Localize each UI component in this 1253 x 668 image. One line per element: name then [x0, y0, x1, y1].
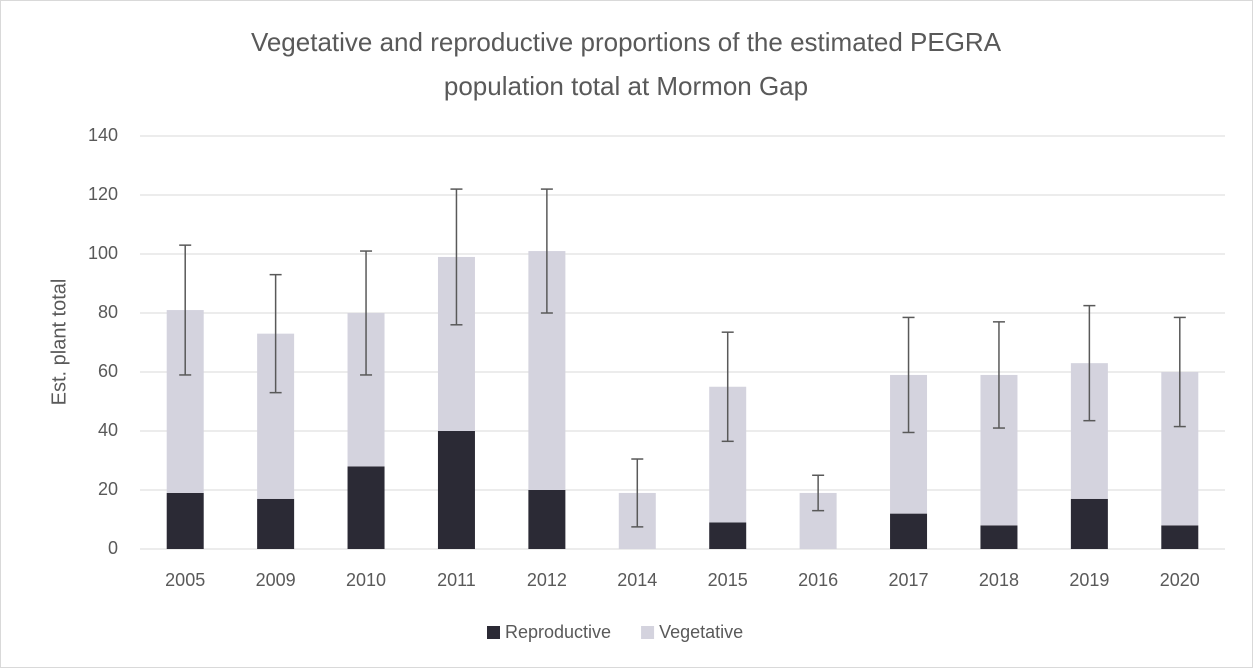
- y-tick-label: 140: [88, 125, 118, 145]
- x-tick-label: 2010: [346, 570, 386, 590]
- x-tick-label: 2005: [165, 570, 205, 590]
- x-tick-label: 2012: [527, 570, 567, 590]
- y-tick-label: 80: [98, 302, 118, 322]
- x-tick-label: 2015: [708, 570, 748, 590]
- error-bar: [179, 244, 192, 376]
- error-bar: [450, 188, 463, 326]
- x-tick-label: 2020: [1160, 570, 1200, 590]
- error-bar: [360, 250, 373, 376]
- legend-swatch: [641, 626, 655, 639]
- y-axis-label: Est. plant total: [48, 279, 70, 406]
- error-bar: [902, 316, 915, 434]
- y-tick-label: 0: [108, 538, 118, 558]
- bar-segment: [437, 431, 475, 549]
- error-bar: [631, 458, 644, 528]
- error-bar: [812, 474, 825, 512]
- chart-title: Vegetative and reproductive proportions …: [251, 27, 1002, 57]
- error-bar: [721, 331, 734, 443]
- y-tick-label: 100: [88, 243, 118, 263]
- bar-segment: [1070, 498, 1108, 549]
- y-tick-label: 40: [98, 420, 118, 440]
- error-bar: [1083, 304, 1096, 422]
- error-bar: [540, 188, 553, 314]
- bar-segment: [257, 498, 295, 549]
- x-tick-label: 2019: [1069, 570, 1109, 590]
- x-tick-label: 2014: [617, 570, 657, 590]
- x-tick-label: 2011: [437, 570, 476, 590]
- bar-segment: [980, 525, 1018, 549]
- error-bar: [1173, 316, 1186, 428]
- error-bar: [992, 321, 1005, 429]
- bar-segment: [166, 492, 204, 549]
- y-tick-label: 60: [98, 361, 118, 381]
- bar-segment: [528, 490, 566, 549]
- y-tick-label: 20: [98, 479, 118, 499]
- x-tick-label: 2016: [798, 570, 838, 590]
- legend-label: Reproductive: [505, 622, 611, 642]
- bar-segment: [890, 513, 928, 549]
- bar-segment: [1161, 525, 1199, 549]
- x-tick-label: 2009: [256, 570, 296, 590]
- x-tick-label: 2017: [889, 570, 929, 590]
- error-bar: [269, 273, 282, 394]
- chart-title: population total at Mormon Gap: [444, 71, 808, 101]
- legend-label: Vegetative: [659, 622, 743, 642]
- x-tick-label: 2018: [979, 570, 1019, 590]
- bar-segment: [709, 522, 747, 549]
- y-tick-label: 120: [88, 184, 118, 204]
- bar-segment: [347, 466, 385, 549]
- legend-swatch: [487, 626, 500, 639]
